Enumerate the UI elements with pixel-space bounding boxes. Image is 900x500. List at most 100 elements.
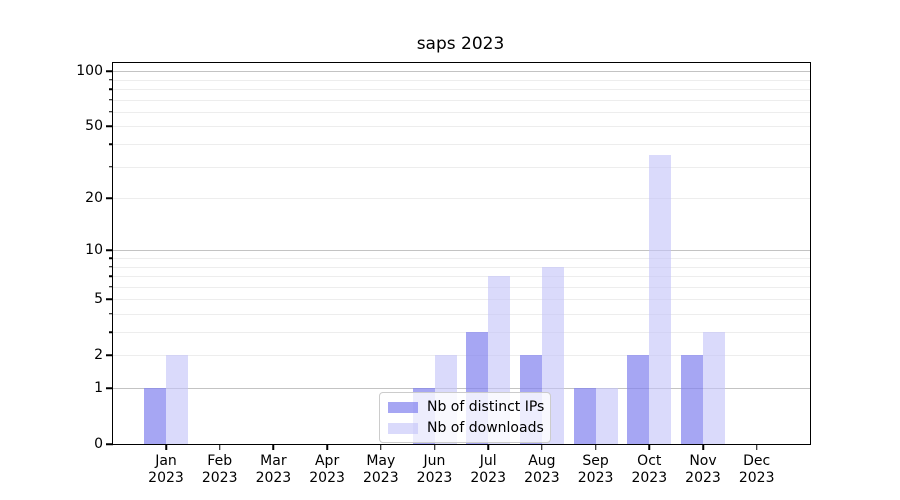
x-axis-month-text: Sep [582, 453, 609, 469]
bar-distinct-ips-sep [573, 388, 596, 444]
x-tick-mark [541, 444, 543, 450]
x-tick-mark [433, 444, 436, 450]
y-tick-label: 0 [94, 436, 103, 452]
legend-swatch-distinct-ips [388, 401, 418, 413]
x-tick-mark [702, 444, 704, 450]
x-axis-year-text: 2023 [631, 469, 668, 486]
x-axis-month-text: Jan [155, 453, 177, 469]
y-tick-label: 100 [76, 63, 103, 80]
x-axis-label-jan: Jan 2023 [148, 453, 184, 486]
legend-item-downloads: Nb of downloads [388, 420, 544, 436]
x-axis-label-aug: Aug 2023 [524, 453, 560, 486]
y-minor-tick-mark [109, 78, 113, 81]
minor-gridline [113, 355, 810, 357]
y-tick-mark [106, 197, 113, 199]
x-axis-month-text: May [366, 453, 396, 469]
minor-gridline [113, 99, 810, 101]
x-axis-month-text: Jun [423, 453, 446, 469]
x-axis-month-text: Nov [689, 453, 717, 469]
y-minor-tick-mark [109, 313, 113, 315]
bar-downloads-oct [649, 154, 672, 444]
x-axis-month-text: Dec [743, 453, 771, 469]
minor-gridline [113, 299, 810, 301]
y-minor-tick-mark [109, 265, 113, 268]
x-axis-year-text: 2023 [738, 469, 775, 486]
x-tick-mark [648, 444, 651, 450]
y-minor-tick-mark [109, 275, 113, 277]
y-tick-mark [106, 443, 113, 445]
y-minor-tick-mark [109, 331, 113, 333]
x-axis-label-sep: Sep 2023 [578, 453, 614, 486]
x-tick-mark [487, 444, 489, 450]
minor-gridline [113, 111, 810, 113]
y-minor-tick-mark [109, 257, 113, 259]
x-axis-label-oct: Oct 2023 [631, 453, 667, 486]
y-tick-mark [106, 387, 113, 389]
minor-gridline [113, 258, 810, 259]
x-axis-year-text: 2023 [201, 469, 238, 486]
x-axis-label-nov: Nov 2023 [685, 453, 721, 486]
x-axis-year-text: 2023 [577, 469, 614, 486]
x-tick-mark [326, 444, 328, 450]
x-axis-label-apr: Apr 2023 [309, 453, 345, 486]
y-tick-mark [106, 298, 113, 300]
bar-distinct-ips-jan [144, 388, 166, 444]
y-tick-mark [106, 249, 113, 252]
x-axis-year-text: 2023 [362, 469, 399, 486]
x-axis-year-text: 2023 [309, 469, 345, 486]
x-axis-label-may: May 2023 [363, 453, 399, 486]
x-axis-month-text: Jul [479, 453, 497, 469]
minor-gridline [113, 276, 810, 278]
minor-gridline [113, 313, 810, 315]
x-axis-label-dec: Dec 2023 [739, 453, 775, 486]
legend-swatch-downloads [388, 422, 418, 434]
y-minor-tick-mark [109, 111, 113, 113]
bar-downloads-sep [595, 388, 618, 444]
y-tick-label: 5 [94, 291, 103, 308]
x-axis-month-text: Aug [528, 453, 556, 469]
x-tick-mark [594, 444, 597, 450]
minor-gridline [113, 286, 810, 288]
x-tick-mark [272, 444, 275, 450]
bar-distinct-ips-nov [681, 355, 703, 444]
y-tick-mark [106, 70, 113, 72]
y-minor-tick-mark [109, 165, 113, 168]
minor-gridline [113, 332, 810, 334]
y-minor-tick-mark [109, 286, 113, 288]
y-minor-tick-mark [109, 98, 113, 101]
x-axis-label-mar: Mar 2023 [256, 453, 292, 486]
x-tick-mark [380, 444, 382, 450]
major-gridline [113, 71, 810, 73]
x-axis-month-text: Oct [637, 453, 662, 469]
x-axis-label-jul: Jul 2023 [470, 453, 506, 486]
x-axis-year-text: 2023 [148, 469, 184, 486]
legend-item-distinct-ips: Nb of distinct IPs [388, 399, 544, 415]
x-axis-year-text: 2023 [416, 469, 453, 486]
bar-downloads-nov [703, 332, 725, 444]
plot-area: Nb of distinct IPs Nb of downloads 0 1 2 5 1… [76, 62, 811, 486]
y-tick-label: 2 [94, 347, 103, 364]
x-axis-month-text: Apr [314, 453, 340, 469]
x-axis-year-text: 2023 [470, 469, 507, 486]
minor-gridline [113, 198, 810, 200]
x-axis-month-text: Mar [260, 453, 287, 469]
y-minor-tick-mark [109, 88, 113, 90]
y-tick-mark [106, 354, 113, 356]
bar-distinct-ips-oct [627, 355, 650, 444]
x-tick-mark [218, 444, 221, 450]
minor-gridline [113, 144, 810, 146]
y-tick-label: 1 [94, 380, 103, 396]
minor-gridline [113, 79, 810, 81]
y-tick-mark [106, 125, 113, 128]
x-axis-label-jun: Jun 2023 [417, 453, 453, 486]
x-axis-year-text: 2023 [685, 469, 721, 486]
x-tick-mark [755, 444, 758, 450]
chart-title: saps 2023 [416, 34, 505, 54]
legend-label-downloads: Nb of downloads [427, 420, 544, 436]
minor-gridline [113, 266, 810, 268]
y-tick-label: 10 [85, 242, 103, 259]
x-axis-label-feb: Feb 2023 [202, 453, 238, 486]
x-axis-year-text: 2023 [255, 469, 292, 486]
minor-gridline [113, 166, 810, 168]
